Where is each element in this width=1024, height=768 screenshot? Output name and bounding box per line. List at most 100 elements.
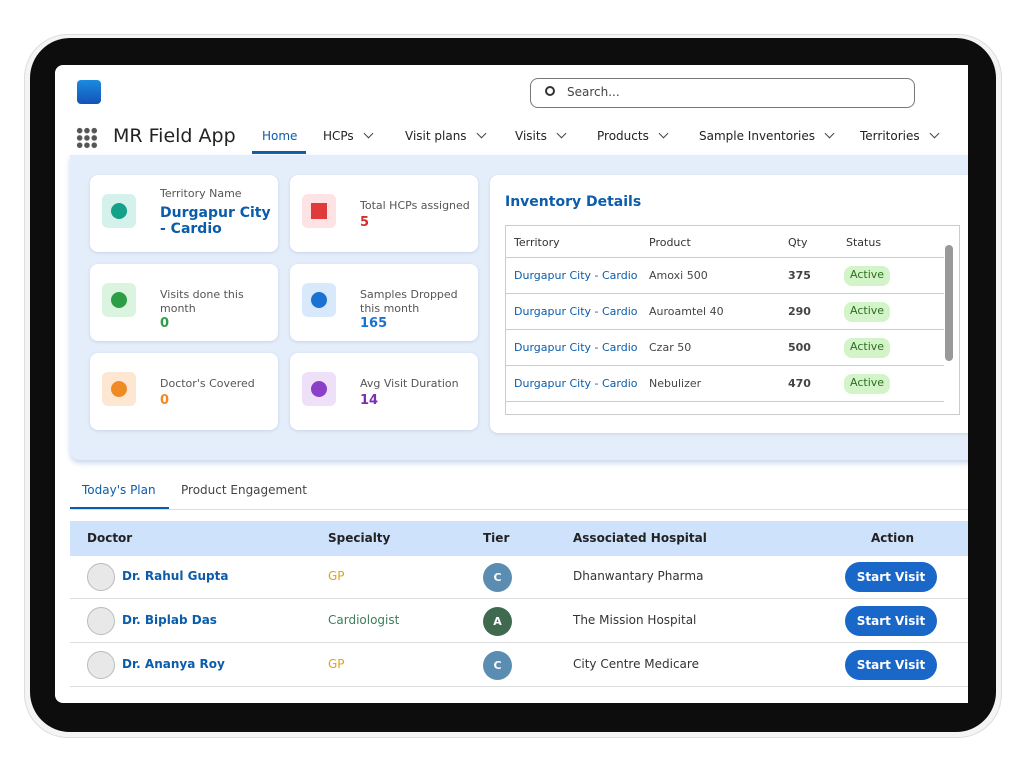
territory-link[interactable]: Durgapur City - Cardio	[514, 341, 638, 354]
plan-column-header: Doctor	[87, 531, 133, 545]
stat-label: Doctor's Covered	[160, 377, 255, 390]
doctor-avatar	[87, 651, 115, 679]
status-badge: Active	[844, 338, 891, 358]
nav-item[interactable]: Territories	[860, 129, 920, 143]
plan-row-border	[70, 642, 968, 643]
app-launcher[interactable]	[76, 127, 98, 149]
inventory-cell: 500	[788, 341, 811, 354]
stat-icon-glyph	[111, 292, 127, 308]
tier-badge: C	[483, 651, 512, 680]
nav-chevron	[658, 128, 669, 139]
tier-badge: C	[483, 563, 512, 592]
hospital: City Centre Medicare	[573, 657, 699, 671]
territory-link[interactable]: Durgapur City - Cardio	[514, 305, 638, 318]
plan-column-header: Action	[871, 531, 915, 545]
nav-chevron	[929, 128, 940, 139]
inventory-table-frame	[505, 225, 960, 415]
tab[interactable]: Today's Plan	[82, 483, 156, 497]
stat-icon-glyph	[111, 381, 127, 397]
stat-value: 165	[360, 316, 388, 331]
stat-value: 14	[360, 393, 379, 408]
nav-chevron	[824, 128, 835, 139]
nav-item[interactable]: Sample Inventories	[699, 129, 815, 143]
logo-mark	[77, 80, 101, 104]
inventory-column-header: Status	[846, 236, 882, 249]
tier-badge: A	[483, 607, 512, 636]
nav-item[interactable]: Visit plans	[405, 129, 467, 143]
stat-value: 5	[360, 215, 370, 230]
specialty: Cardiologist	[328, 613, 400, 627]
search-box[interactable]: Search...	[530, 78, 915, 108]
inventory-cell: 470	[788, 377, 811, 390]
stat-card: Visits done this month 0	[90, 264, 278, 341]
specialty: GP	[328, 657, 345, 671]
stat-label: Visits done this month	[160, 288, 244, 315]
plan-column-header: Specialty	[328, 531, 391, 545]
hospital: Dhanwantary Pharma	[573, 569, 704, 583]
inventory-cell: 290	[788, 305, 811, 318]
nav-item[interactable]: Home	[262, 129, 298, 143]
start-visit-button[interactable]: Start Visit	[845, 606, 937, 636]
stat-card: Territory Name Durgapur City - Cardio	[90, 175, 278, 252]
start-visit-button[interactable]: Start Visit	[845, 650, 937, 680]
doctor-name[interactable]: Dr. Biplab Das	[122, 613, 217, 627]
specialty: GP	[328, 569, 345, 583]
stat-value: 0	[160, 316, 170, 331]
stat-value: 0	[160, 393, 170, 408]
status-badge: Active	[844, 374, 891, 394]
inventory-row-border	[506, 401, 944, 402]
nav-item[interactable]: Products	[597, 129, 649, 143]
search-icon	[545, 86, 555, 96]
doctor-name[interactable]: Dr. Rahul Gupta	[122, 569, 229, 583]
plan-header-row	[70, 521, 968, 556]
nav-item[interactable]: Visits	[515, 129, 547, 143]
plan-column-header: Tier	[483, 531, 510, 545]
stat-card: Avg Visit Duration 14	[290, 353, 478, 430]
stat-icon-glyph	[111, 203, 127, 219]
inventory-scrollbar	[945, 245, 953, 361]
nav-active-underline	[252, 151, 306, 154]
stat-label: Territory Name	[160, 187, 242, 200]
inventory-cell: Auroamtel 40	[649, 305, 724, 318]
plan-row-border	[70, 686, 968, 687]
stat-card: Total HCPs assigned 5	[290, 175, 478, 252]
inventory-header-border	[506, 257, 944, 258]
app-screen: Search... MR Field App Home HCPs Visit plans…	[55, 65, 968, 703]
stat-icon-glyph	[311, 292, 327, 308]
doctor-name[interactable]: Dr. Ananya Roy	[122, 657, 225, 671]
nav-item[interactable]: HCPs	[323, 129, 354, 143]
plan-column-header: Associated Hospital	[573, 531, 707, 545]
start-visit-button[interactable]: Start Visit	[845, 562, 937, 592]
status-badge: Active	[844, 302, 891, 322]
status-badge: Active	[844, 266, 891, 286]
inventory-cell: 375	[788, 269, 811, 282]
stat-card: Samples Dropped this month 165	[290, 264, 478, 341]
territory-link[interactable]: Durgapur City - Cardio	[514, 377, 638, 390]
inventory-cell: Amoxi 500	[649, 269, 708, 282]
stat-icon-glyph	[311, 381, 327, 397]
stat-card: Doctor's Covered 0	[90, 353, 278, 430]
stat-value: Durgapur City - Cardio	[160, 205, 271, 237]
territory-link[interactable]: Durgapur City - Cardio	[514, 269, 638, 282]
hospital: The Mission Hospital	[573, 613, 697, 627]
tab[interactable]: Product Engagement	[181, 483, 307, 497]
inventory-card: Inventory Details Territory Product Qty Stat…	[490, 175, 968, 433]
inventory-cell: Czar 50	[649, 341, 692, 354]
nav-chevron	[363, 128, 374, 139]
doctor-avatar	[87, 607, 115, 635]
app-name: MR Field App	[113, 125, 236, 147]
inventory-column-header: Qty	[788, 236, 808, 249]
stat-label: Avg Visit Duration	[360, 377, 459, 390]
inventory-title: Inventory Details	[505, 194, 642, 210]
nav-chevron	[476, 128, 487, 139]
inventory-column-header: Territory	[514, 236, 560, 249]
doctor-avatar	[87, 563, 115, 591]
inventory-row-border	[506, 365, 944, 366]
stat-label: Samples Dropped this month	[360, 288, 458, 315]
tab-underline	[70, 507, 169, 510]
stat-label: Total HCPs assigned	[360, 199, 470, 212]
inventory-cell: Nebulizer	[649, 377, 702, 390]
nav-chevron	[556, 128, 567, 139]
tab-border	[70, 509, 968, 510]
